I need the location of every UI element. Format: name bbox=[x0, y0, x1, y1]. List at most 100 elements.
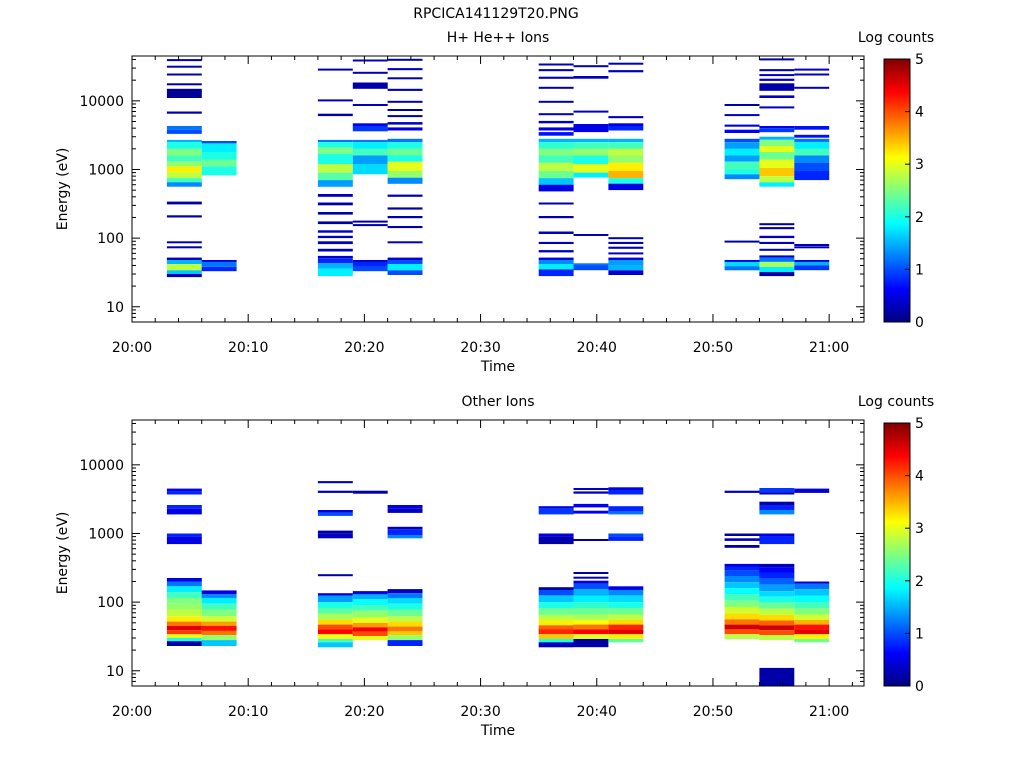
panel-title: H+ He++ Ions bbox=[447, 30, 550, 46]
heatmap-cell bbox=[608, 629, 644, 635]
heatmap-cell bbox=[317, 593, 353, 596]
heatmap-cell bbox=[573, 602, 609, 608]
y-tick-label: 1000 bbox=[88, 162, 124, 178]
heatmap-cell bbox=[166, 73, 202, 76]
x-tick-label: 20:50 bbox=[693, 704, 733, 720]
heatmap-cell bbox=[387, 58, 423, 61]
heatmap-cell bbox=[759, 83, 795, 91]
heatmap-cell bbox=[538, 241, 574, 244]
heatmap-cell bbox=[759, 106, 795, 109]
heatmap-cell bbox=[573, 634, 609, 639]
heatmap-cell bbox=[794, 138, 830, 143]
colorbar-tick-label: 2 bbox=[915, 574, 924, 590]
heatmap-cell bbox=[538, 629, 574, 635]
heatmap-cell bbox=[794, 624, 830, 630]
heatmap-cell bbox=[387, 68, 423, 71]
heatmap-cell bbox=[794, 73, 830, 76]
heatmap-cell bbox=[724, 261, 760, 267]
heatmap-cell bbox=[387, 138, 423, 143]
heatmap-cell bbox=[166, 142, 202, 149]
heatmap-cell bbox=[201, 640, 237, 646]
heatmap-cell bbox=[317, 230, 353, 233]
heatmap-cell bbox=[166, 592, 202, 598]
heatmap-cell bbox=[759, 182, 795, 187]
heatmap-cell bbox=[608, 590, 644, 596]
heatmap-cell bbox=[759, 69, 795, 72]
heatmap-cell bbox=[538, 63, 574, 66]
y-tick-label: 10 bbox=[106, 300, 124, 316]
heatmap-cell bbox=[573, 608, 609, 615]
heatmap-cell bbox=[724, 161, 760, 170]
heatmap-cell bbox=[794, 142, 830, 149]
heatmap-cell bbox=[538, 148, 574, 156]
heatmap-cell bbox=[387, 77, 423, 80]
heatmap-cell bbox=[759, 620, 795, 626]
heatmap-cell bbox=[794, 134, 830, 138]
heatmap-cell bbox=[759, 488, 795, 493]
heatmap-cell bbox=[317, 624, 353, 630]
heatmap-cell bbox=[573, 614, 609, 620]
heatmap-cell bbox=[538, 76, 574, 79]
heatmap-cell bbox=[724, 600, 760, 607]
heatmap-cell bbox=[352, 631, 388, 637]
heatmap-cell bbox=[724, 624, 760, 630]
heatmap-cell bbox=[387, 122, 423, 125]
heatmap-cell bbox=[317, 613, 353, 620]
heatmap-cell bbox=[166, 274, 202, 278]
heatmap-cell bbox=[538, 506, 574, 509]
heatmap-cell bbox=[724, 629, 760, 635]
y-tick-label: 100 bbox=[97, 595, 124, 611]
heatmap-cell bbox=[387, 635, 423, 641]
x-tick-label: 20:30 bbox=[460, 340, 500, 356]
heatmap-cell bbox=[538, 69, 574, 72]
heatmap-cell bbox=[166, 616, 202, 622]
x-tick-label: 20:00 bbox=[112, 340, 152, 356]
plot-frame bbox=[131, 419, 865, 687]
heatmap-cell bbox=[759, 168, 795, 177]
y-axis-label: Energy (eV) bbox=[55, 512, 71, 595]
heatmap-cell bbox=[724, 582, 760, 589]
colorbar-tick-label: 0 bbox=[915, 315, 924, 331]
heatmap-cell bbox=[608, 237, 644, 240]
heatmap-cell bbox=[317, 533, 353, 539]
heatmap-cell bbox=[201, 625, 237, 631]
heatmap-cell bbox=[166, 148, 202, 156]
heatmap-cell bbox=[166, 586, 202, 593]
heatmap-cell bbox=[538, 178, 574, 185]
heatmap-cell bbox=[201, 594, 237, 598]
heatmap-cell bbox=[759, 241, 795, 244]
heatmap-cell bbox=[538, 184, 574, 192]
heatmap-cell bbox=[317, 241, 353, 245]
heatmap-cell bbox=[166, 241, 202, 244]
heatmap-cell bbox=[794, 634, 830, 639]
heatmap-cell bbox=[794, 260, 830, 262]
heatmap-cell bbox=[759, 608, 795, 615]
heatmap-cell bbox=[387, 257, 423, 260]
heatmap-cell bbox=[166, 264, 202, 271]
heatmap-cell bbox=[166, 111, 202, 114]
heatmap-cell bbox=[573, 142, 609, 149]
heatmap-cell bbox=[573, 629, 609, 635]
heatmap-cell bbox=[724, 545, 760, 548]
heatmap-cell bbox=[387, 226, 423, 229]
heatmap-cell bbox=[201, 609, 237, 617]
heatmap-cell bbox=[166, 83, 202, 86]
heatmap-cell bbox=[724, 266, 760, 271]
heatmap-cell bbox=[794, 246, 830, 249]
heatmap-cell bbox=[352, 260, 388, 262]
heatmap-cell bbox=[759, 235, 795, 239]
panel-2: Other Ions 20:00 20:10 20:20 20:30 20:40 20:50… bbox=[55, 394, 934, 739]
y-axis-label: Energy (eV) bbox=[55, 148, 71, 231]
heatmap-cell bbox=[166, 578, 202, 582]
heatmap-cell bbox=[724, 260, 760, 262]
heatmap-cell bbox=[201, 621, 237, 626]
heatmap-cell bbox=[608, 487, 644, 490]
colorbar-tick-label: 4 bbox=[915, 469, 924, 485]
colorbar bbox=[883, 422, 911, 687]
heatmap-cell bbox=[608, 126, 644, 131]
heatmap-cell bbox=[166, 129, 202, 134]
heatmap-cell bbox=[794, 162, 830, 171]
heatmap-cell bbox=[387, 88, 423, 91]
heatmap-cell bbox=[317, 153, 353, 165]
heatmap-cell bbox=[608, 265, 644, 271]
